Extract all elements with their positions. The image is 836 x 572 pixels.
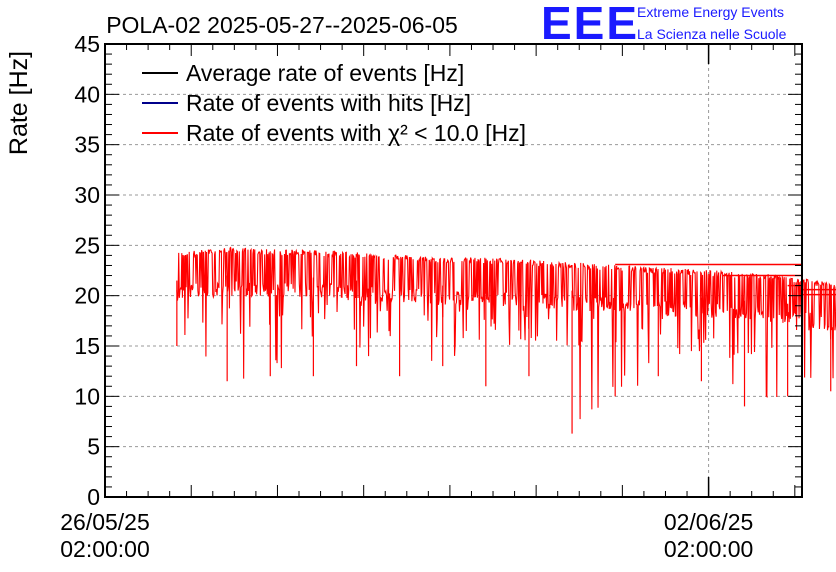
legend-label: Rate of events with χ² < 10.0 [Hz] bbox=[186, 120, 526, 146]
y-tick-label: 35 bbox=[74, 132, 100, 158]
y-axis-ticks: 0 5 10 15 20 25 30 35 40 45 bbox=[74, 31, 802, 510]
eee-logo-mark: EEE bbox=[541, 0, 640, 49]
y-tick-label: 15 bbox=[74, 333, 100, 359]
y-tick-label: 25 bbox=[74, 232, 100, 258]
y-axis-label: Rate [Hz] bbox=[5, 51, 33, 155]
y-tick-label: 5 bbox=[87, 434, 100, 460]
series-rate-chi2-line bbox=[176, 246, 836, 420]
y-tick-label: 45 bbox=[74, 31, 100, 57]
y-tick-label: 40 bbox=[74, 81, 100, 107]
y-tick-label: 0 bbox=[87, 484, 100, 510]
x-tick-label-date: 26/05/25 bbox=[60, 509, 150, 535]
eee-logo: EEE Extreme Energy Events La Scienza nel… bbox=[541, 0, 831, 49]
series-rate-chi2 bbox=[176, 246, 836, 434]
plot-frame bbox=[104, 43, 803, 498]
legend-label: Average rate of events [Hz] bbox=[186, 60, 464, 86]
chart-title: POLA-02 2025-05-27--2025-06-05 bbox=[106, 12, 458, 38]
x-tick-label-time: 02:00:00 bbox=[60, 536, 150, 562]
x-tick-label-date: 02/06/25 bbox=[664, 509, 754, 535]
legend-label: Rate of events with hits [Hz] bbox=[186, 90, 471, 116]
logo-line-1: Extreme Energy Events bbox=[637, 4, 785, 20]
legend: Average rate of events [Hz] Rate of event… bbox=[142, 60, 526, 146]
logo-line-2: La Scienza nelle Scuole bbox=[637, 26, 787, 42]
y-tick-label: 10 bbox=[74, 383, 100, 409]
y-tick-label: 20 bbox=[74, 283, 100, 309]
y-tick-label: 30 bbox=[74, 182, 100, 208]
x-tick-label-time: 02:00:00 bbox=[664, 536, 754, 562]
